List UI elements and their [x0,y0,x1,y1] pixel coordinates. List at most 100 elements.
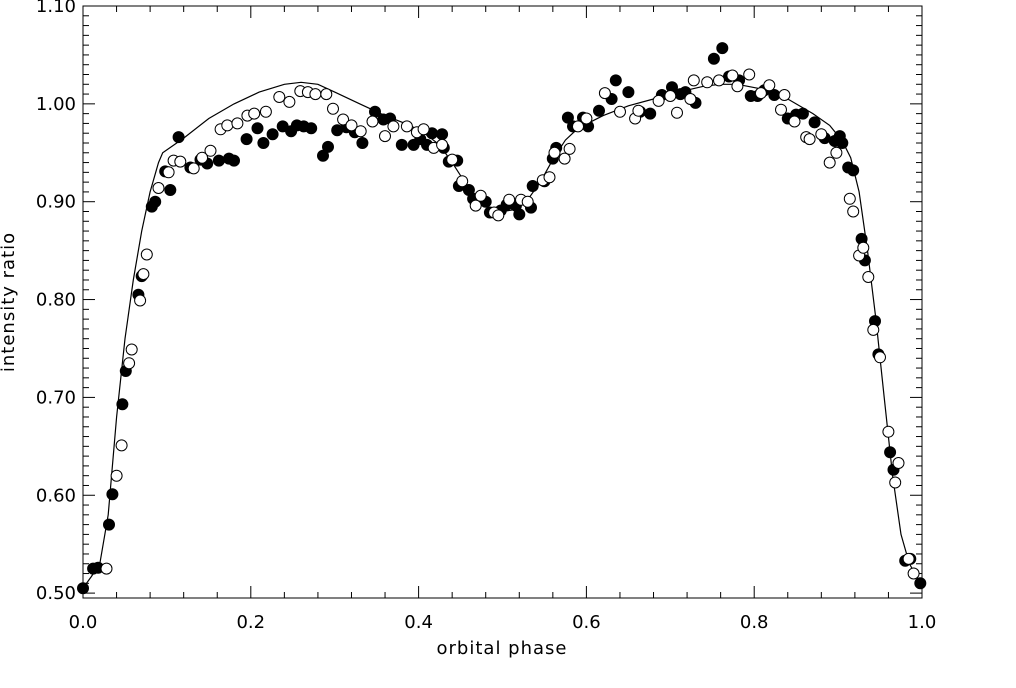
open-data-point [417,123,430,136]
open-data-point [743,68,756,81]
open-data-point [521,195,534,208]
filled-data-point [103,518,115,531]
filled-data-point [836,137,849,149]
open-data-point [400,120,413,133]
open-data-point [162,166,175,179]
open-data-point [110,469,123,482]
open-data-point [701,76,714,89]
open-data-point [902,552,915,565]
x-tick-label: 1.0 [908,612,937,633]
open-data-point [847,205,860,218]
filled-data-point [116,398,129,411]
filled-data-point [513,208,526,221]
y-tick-label: 0.60 [36,485,76,506]
filled-data-point [808,116,821,129]
open-data-point [889,476,902,489]
open-data-point [474,189,487,202]
open-data-point [803,133,816,146]
open-data-point [558,152,571,165]
x-tick-label: 0.0 [69,612,98,633]
open-data-point [259,105,272,118]
open-data-point [446,153,459,166]
filled-data-point [305,122,318,135]
y-tick-label: 1.00 [36,94,76,115]
x-tick-label: 0.4 [404,612,433,633]
open-data-point [196,151,209,164]
axis-ticks [82,5,923,598]
filled-data-point [796,107,809,120]
open-data-point [204,144,217,157]
open-data-point [137,268,150,281]
open-data-point [248,107,261,120]
open-data-point [687,74,700,87]
open-data-point [830,146,843,159]
filled-data-point [526,180,539,192]
filled-data-point [251,122,264,135]
x-tick-label: 0.6 [572,612,601,633]
open-data-point [309,88,322,101]
filled-data-point [257,137,270,149]
filled-data-point [716,42,729,55]
open-data-point [857,241,870,254]
open-data-point [320,88,333,101]
open-data-point [366,115,379,128]
open-data-point [469,199,482,212]
open-data-point [174,155,187,168]
open-data-point [754,87,767,100]
open-data-point [231,117,244,130]
filled-data-point [212,154,225,167]
filled-data-point [644,107,657,120]
filled-data-point [77,582,89,595]
filled-data-point [609,74,622,87]
filled-data-point [914,577,927,590]
open-data-point [632,104,645,117]
open-data-point [843,192,856,205]
open-data-point [572,120,584,133]
filled-data-point [561,111,574,124]
open-data-point [614,105,626,118]
filled-data-point [240,133,253,146]
x-tick-label: 0.2 [236,612,265,633]
filled-data-point [593,104,605,117]
open-data-point [775,103,787,116]
filled-data-point [369,105,381,118]
y-axis-title: intensity ratio [0,232,19,372]
tick-labels: 0.0 0.2 0.4 0.6 0.8 1.0 0.50 0.60 0.70 0.80 0.90 1.… [36,0,936,633]
filled-data-point [164,184,177,196]
open-data-point [125,343,138,356]
open-data-point [815,128,828,141]
open-data-point [436,138,449,151]
open-data-point [580,112,593,125]
open-data-point [379,130,391,143]
open-data-point [726,69,739,82]
open-data-point [652,94,665,107]
y-tick-label: 1.10 [36,0,76,17]
open-data-point [221,119,234,132]
open-data-point [664,90,677,102]
open-data-point [731,80,744,93]
open-data-point [134,294,147,307]
filled-data-point [172,131,185,144]
open-data-point [548,146,561,159]
filled-data-point [436,128,449,141]
open-data-point [115,439,128,452]
open-data-point [778,89,791,101]
filled-data-point [149,195,162,208]
open-data-point [283,95,296,108]
open-data-point [543,171,556,184]
open-data-point [123,357,136,370]
open-data-point [140,248,153,261]
open-data-point [671,106,683,119]
x-axis-title: orbital phase [437,638,568,659]
y-tick-label: 0.90 [36,192,76,213]
open-data-point [456,175,469,188]
y-tick-label: 0.80 [36,290,76,311]
open-data-point [273,91,286,103]
open-data-point [763,79,776,92]
filled-data-point [847,164,860,177]
filled-data-point [622,86,635,99]
open-data-point [867,323,880,336]
plot-frame [82,5,923,599]
open-data-point [152,182,165,194]
